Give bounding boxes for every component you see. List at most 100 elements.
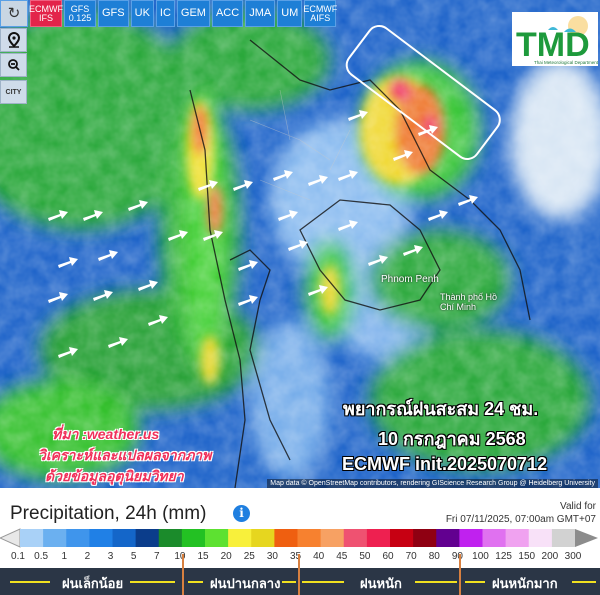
scale-tick-label: 10: [174, 551, 186, 562]
wind-arrow-icon: [138, 280, 158, 291]
model-button-gfs-0-125[interactable]: GFS 0.125: [64, 0, 96, 27]
category-divider: [182, 554, 184, 595]
color-swatch: [551, 529, 576, 547]
scale-tick-label: 7: [153, 551, 160, 562]
precipitation-field: [0, 0, 600, 488]
scale-tick-label: 50: [359, 551, 371, 562]
wind-arrow-icon: [168, 230, 188, 241]
color-swatch: [20, 529, 44, 547]
location-button[interactable]: [0, 28, 27, 52]
color-swatch: [297, 529, 322, 547]
precipitation-legend: Precipitation, 24h (mm) i Valid for Fri …: [0, 488, 600, 595]
color-swatch: [135, 529, 160, 547]
arrow-right-icon: [130, 581, 175, 583]
wind-arrow-icon: [108, 337, 128, 348]
color-swatch: [528, 529, 553, 547]
model-button-um[interactable]: UM: [277, 0, 303, 27]
model-button-gem[interactable]: GEM: [176, 0, 210, 27]
model-toolbar: ↻ ECMWF IFS GFS 0.125 GFS UK IC GEM ACC JMA UM EC…: [0, 0, 337, 27]
color-swatch: [66, 529, 90, 547]
map-pin-icon: [7, 32, 20, 48]
scale-tick-label: 1: [61, 551, 68, 562]
wind-arrow-icon: [48, 210, 68, 221]
category-moderate: ฝนปานกลาง: [210, 576, 281, 591]
color-swatch: [482, 529, 507, 547]
color-swatch: [181, 529, 206, 547]
zoom-out-button[interactable]: [0, 53, 27, 77]
arrow-left-icon: [10, 581, 50, 583]
wind-arrow-icon: [428, 210, 448, 221]
wind-arrow-icon: [338, 170, 358, 181]
wind-arrow-icon: [273, 170, 293, 181]
precipitation-map[interactable]: ↻ ECMWF IFS GFS 0.125 GFS UK IC GEM ACC JMA UM EC…: [0, 0, 600, 488]
scale-tick-label: 25: [243, 551, 255, 562]
wind-arrow-icon: [338, 220, 358, 231]
model-button-uk[interactable]: UK: [130, 0, 154, 27]
arrow-right-icon: [282, 581, 296, 583]
wind-arrow-icon: [458, 195, 478, 206]
scale-tick-label: 5: [130, 551, 137, 562]
arrow-right-icon: [572, 581, 596, 583]
model-button-ecmwf-aifs[interactable]: ECMWF AIFS: [303, 0, 337, 27]
wind-arrow-icon: [58, 347, 78, 358]
valid-time: Valid for Fri 07/11/2025, 07:00am GMT+07: [446, 500, 596, 526]
city-labels-button[interactable]: CITY: [0, 80, 27, 104]
color-swatch: [251, 529, 275, 547]
color-swatch: [390, 529, 414, 547]
color-swatch: [43, 529, 67, 547]
scale-tick-label: 100: [472, 551, 489, 562]
color-scale-bar: [0, 528, 598, 548]
wind-arrow-icon: [418, 125, 438, 136]
wind-arrow-icon: [58, 257, 78, 268]
wind-arrow-icon: [308, 175, 328, 186]
color-swatch: [366, 529, 391, 547]
scale-tick-label: 15: [197, 551, 209, 562]
scale-tick-label: 3: [107, 551, 114, 562]
legend-title: Precipitation, 24h (mm): [10, 503, 207, 524]
city-phnom-penh: Phnom Penh: [381, 274, 439, 285]
under-range-arrow: [0, 528, 21, 548]
color-swatch: [112, 529, 137, 547]
scale-tick-label: 35: [289, 551, 302, 562]
wind-arrow-icon: [238, 295, 258, 306]
color-swatch: [228, 529, 252, 547]
wind-arrow-icon: [98, 250, 118, 261]
arrow-left-icon: [302, 581, 344, 583]
valid-time-value: Fri 07/11/2025, 07:00am GMT+07: [445, 514, 596, 525]
city-label: CITY: [5, 88, 22, 96]
wind-arrow-icon: [203, 230, 223, 241]
model-button-jma[interactable]: JMA: [245, 0, 276, 27]
tmd-logo: TMD Thai Meteorological Department: [512, 12, 599, 66]
arrow-right-icon: [415, 581, 457, 583]
wind-arrow-icon: [308, 285, 328, 296]
scale-tick-label: 200: [541, 551, 559, 562]
model-button-gfs[interactable]: GFS: [98, 0, 129, 27]
color-scale-labels: 0.1 0.5 1 2 3 5 7 10 15 20 25 30 35 40 45 50 60 70 80 90 100…: [0, 551, 600, 565]
scale-tick-label: 150: [518, 551, 536, 562]
refresh-button[interactable]: ↻: [0, 0, 28, 27]
svg-text:Thai Meteorological Department: Thai Meteorological Department: [534, 60, 598, 65]
forecast-date: 10 กรกฎาคม 2568: [377, 428, 526, 449]
category-divider: [459, 554, 461, 595]
model-init: ECMWF init.2025070712: [341, 453, 548, 474]
highlight-box: [345, 24, 501, 160]
scale-tick-label: 30: [266, 551, 278, 562]
svg-text:TMD: TMD: [516, 26, 590, 64]
arrow-left-icon: [188, 581, 203, 583]
wind-arrow-icon: [48, 292, 68, 303]
arrow-left-icon: [465, 581, 485, 583]
scale-tick-label: 0.1: [11, 551, 25, 562]
rain-category-band: ฝนเล็กน้อย ฝนปานกลาง ฝนหนัก ฝนหนักมาก: [0, 554, 600, 595]
model-button-ecmwf-ifs[interactable]: ECMWF IFS: [29, 0, 63, 27]
wind-arrow-icon: [128, 200, 148, 211]
model-button-acc[interactable]: ACC: [211, 0, 244, 27]
category-divider: [298, 554, 300, 595]
info-icon[interactable]: i: [233, 505, 250, 522]
color-swatch: [343, 529, 368, 547]
model-button-ic[interactable]: IC: [155, 0, 175, 27]
color-swatch: [413, 529, 437, 547]
forecast-title: พยากรณ์ฝนสะสม 24 ชม.: [342, 398, 539, 419]
color-swatch: [274, 529, 298, 547]
scale-tick-label: 60: [382, 551, 394, 562]
wind-arrow-icon: [393, 150, 413, 161]
